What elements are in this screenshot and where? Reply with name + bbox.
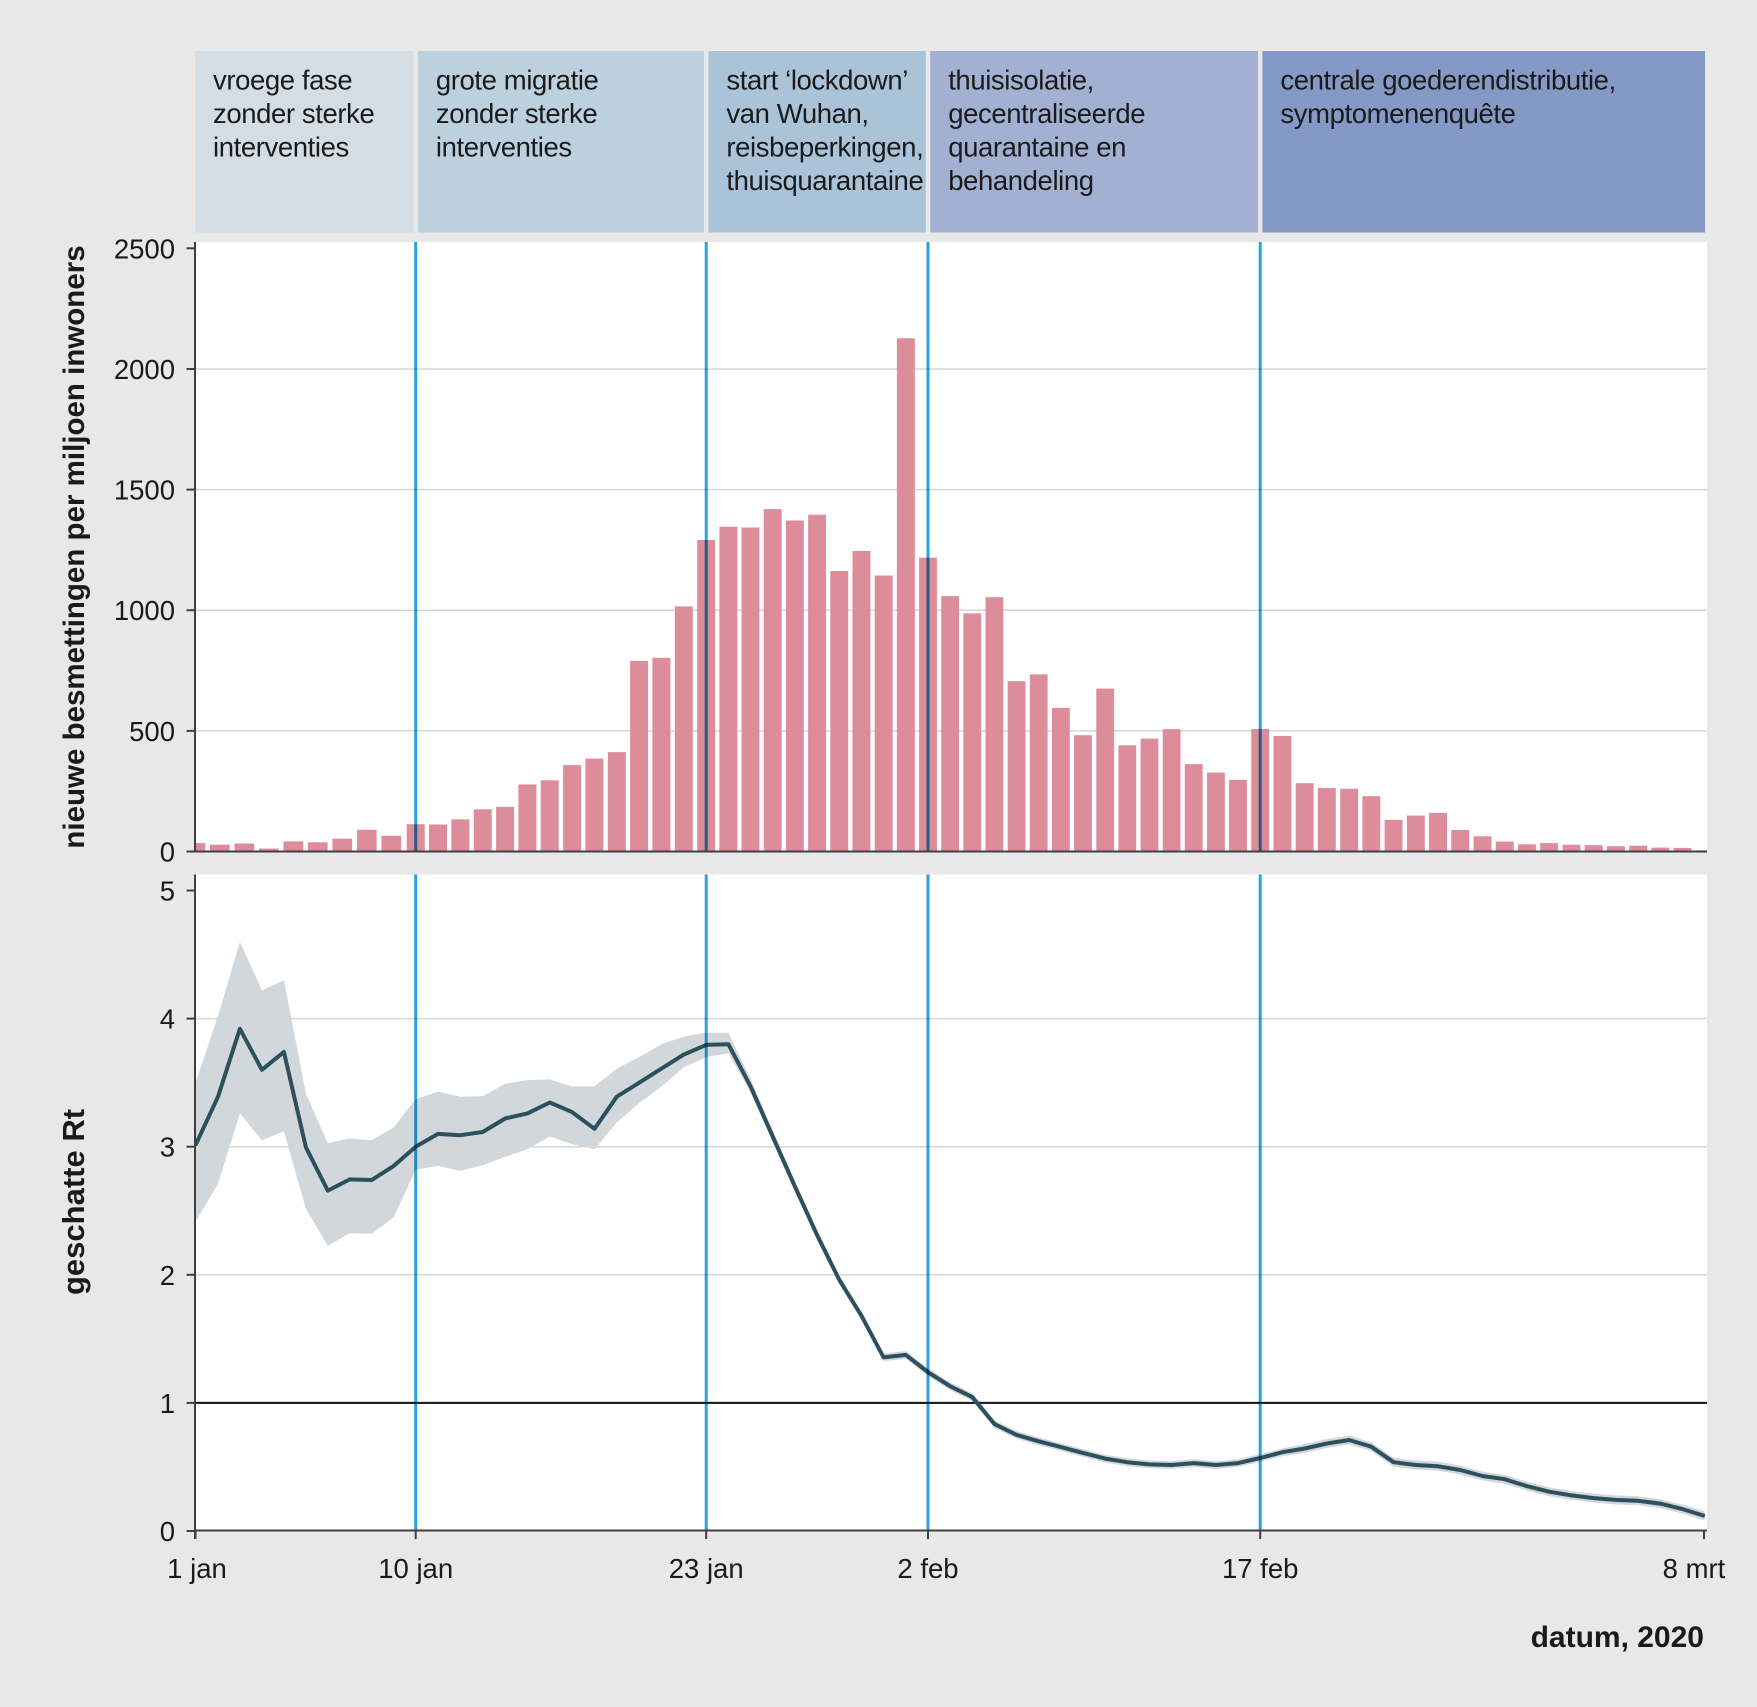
svg-text:zonder sterke: zonder sterke: [436, 98, 598, 129]
svg-text:thuisisolatie,: thuisisolatie,: [948, 65, 1094, 96]
svg-text:17 feb: 17 feb: [1222, 1553, 1298, 1584]
svg-text:gecentraliseerde: gecentraliseerde: [948, 98, 1145, 129]
svg-text:interventies: interventies: [436, 132, 572, 163]
svg-text:interventies: interventies: [213, 132, 349, 163]
svg-text:500: 500: [129, 716, 175, 747]
svg-text:quarantaine en: quarantaine en: [948, 132, 1126, 163]
svg-text:1 jan: 1 jan: [167, 1553, 227, 1584]
svg-text:2: 2: [160, 1260, 175, 1291]
svg-text:2000: 2000: [114, 354, 175, 385]
svg-text:nieuwe besmettingen per miljoe: nieuwe besmettingen per miljoen inwoners: [58, 245, 91, 848]
svg-text:5: 5: [160, 876, 175, 907]
svg-text:1: 1: [160, 1388, 175, 1419]
svg-text:2500: 2500: [114, 233, 175, 264]
svg-text:23 jan: 23 jan: [669, 1553, 744, 1584]
svg-text:symptomenenquête: symptomenenquête: [1280, 98, 1515, 129]
svg-text:zonder sterke: zonder sterke: [213, 98, 375, 129]
svg-text:2 feb: 2 feb: [897, 1553, 958, 1584]
svg-text:grote migratie: grote migratie: [436, 65, 599, 96]
svg-text:datum, 2020: datum, 2020: [1531, 1621, 1704, 1654]
svg-text:0: 0: [160, 837, 175, 868]
svg-text:3: 3: [160, 1132, 175, 1163]
svg-text:8 mrt: 8 mrt: [1663, 1553, 1726, 1584]
svg-text:10 jan: 10 jan: [378, 1553, 453, 1584]
svg-text:1500: 1500: [114, 475, 175, 506]
svg-text:0: 0: [160, 1516, 175, 1547]
svg-text:1000: 1000: [114, 595, 175, 626]
svg-text:reisbeperkingen,: reisbeperkingen,: [726, 132, 923, 163]
svg-text:centrale goederendistributie,: centrale goederendistributie,: [1280, 65, 1615, 96]
svg-text:geschatte Rt: geschatte Rt: [56, 1109, 91, 1295]
svg-text:van Wuhan,: van Wuhan,: [726, 98, 868, 129]
svg-text:4: 4: [160, 1004, 175, 1035]
svg-text:start ‘lockdown’: start ‘lockdown’: [726, 65, 908, 96]
svg-text:thuisquarantaine: thuisquarantaine: [726, 165, 923, 196]
svg-text:vroege fase: vroege fase: [213, 65, 352, 96]
svg-text:behandeling: behandeling: [948, 165, 1093, 196]
